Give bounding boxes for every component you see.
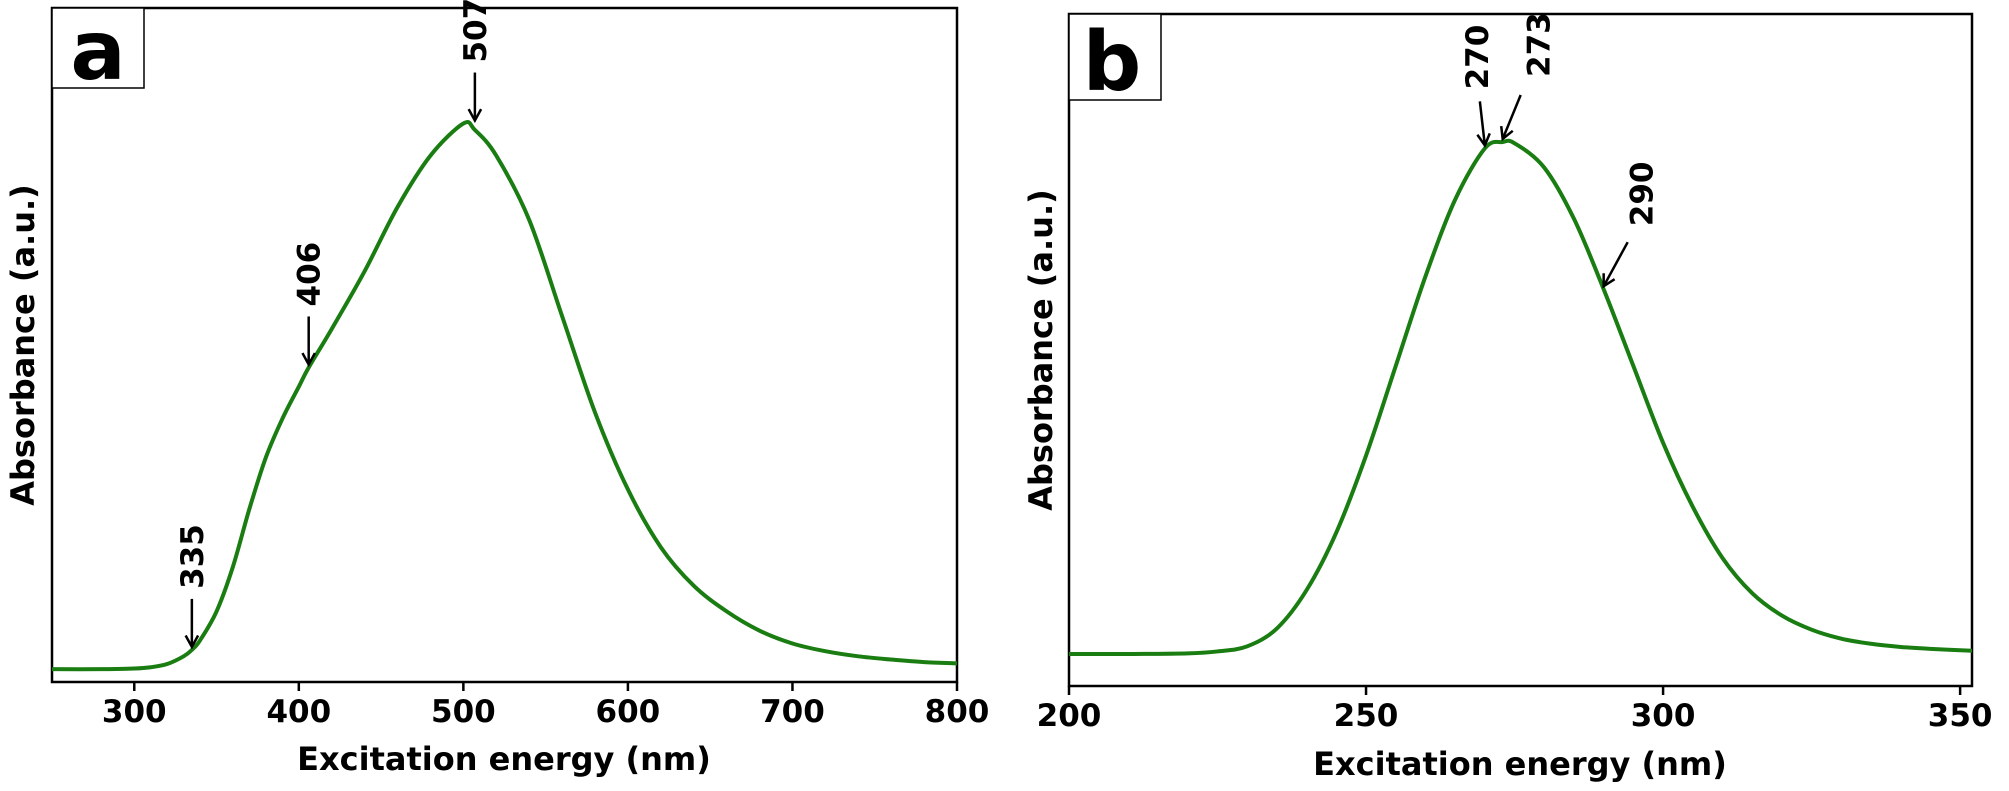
- annotation-a-335: 335: [175, 524, 211, 650]
- annotation-arrowhead-b-290: [1602, 273, 1616, 289]
- x-tick-label-a-600: 600: [596, 694, 661, 730]
- curve-layer-b: [1068, 138, 1973, 657]
- plot-frame-b: [1067, 12, 1974, 688]
- annotation-arrowhead-b-270: [1476, 132, 1491, 148]
- annotation-label-b-270: 270: [1460, 25, 1496, 90]
- annotation-a-507: 507: [458, 0, 494, 124]
- panel-label-box-b: [1068, 13, 1162, 101]
- plot-frame-a: [50, 6, 959, 684]
- x-tick-label-b-250: 250: [1334, 698, 1399, 734]
- x-tick-label-a-300: 300: [102, 694, 167, 730]
- x-ticks-b: 200 250 300 350: [1037, 686, 1993, 734]
- panel-b: 200 250 300 350 270 273 290 b Excitation ener…: [1022, 12, 1992, 783]
- panel-label-a: a: [70, 4, 125, 99]
- annotation-arrowhead-a-335: [184, 634, 200, 650]
- x-axis-title-a: Excitation energy (nm): [297, 740, 711, 778]
- annotation-b-270: 270: [1460, 25, 1496, 148]
- x-tick-label-b-350: 350: [1928, 698, 1993, 734]
- annotation-arrow-b-273: [1501, 94, 1522, 140]
- annotation-label-a-335: 335: [175, 524, 211, 589]
- annotation-arrow-b-270: [1478, 101, 1487, 146]
- annotation-label-a-507: 507: [458, 0, 494, 63]
- annotation-arrowhead-a-507: [467, 108, 483, 124]
- panel-label-box-a: [51, 7, 145, 89]
- annotation-a-406: 406: [292, 242, 328, 368]
- x-tick-label-a-700: 700: [760, 694, 825, 730]
- annotation-arrowhead-a-406: [301, 352, 317, 368]
- x-tick-label-a-400: 400: [266, 694, 331, 730]
- panel-label-b: b: [1083, 15, 1142, 110]
- x-tick-label-b-300: 300: [1631, 698, 1696, 734]
- annotation-b-273: 273: [1499, 12, 1558, 142]
- y-axis-title-b: Absorbance (a.u.): [1022, 189, 1060, 511]
- panel-a: 300 400 500 600 700 800 335 406 507 a Excitatio…: [4, 0, 989, 778]
- annotations-b: 270 273 290: [1460, 12, 1661, 289]
- x-ticks-a: 300 400 500 600 700 800: [102, 682, 989, 730]
- x-tick-label-a-500: 500: [431, 694, 496, 730]
- x-tick-label-b-200: 200: [1037, 698, 1102, 734]
- series-line-a-0: [51, 120, 958, 672]
- annotations-a: 335 406 507: [175, 0, 494, 650]
- y-axis-title-a: Absorbance (a.u.): [4, 184, 42, 506]
- x-axis-title-b: Excitation energy (nm): [1313, 745, 1727, 783]
- x-tick-label-a-800: 800: [925, 694, 990, 730]
- annotation-label-b-290: 290: [1625, 161, 1661, 226]
- annotation-b-290: 290: [1602, 161, 1661, 289]
- annotation-label-b-273: 273: [1522, 12, 1558, 77]
- annotation-label-a-406: 406: [292, 242, 328, 307]
- annotation-arrowhead-b-273: [1499, 125, 1514, 142]
- series-line-b-0: [1068, 138, 1973, 657]
- curve-layer-a: [51, 120, 958, 672]
- annotation-arrow-b-290: [1602, 241, 1629, 287]
